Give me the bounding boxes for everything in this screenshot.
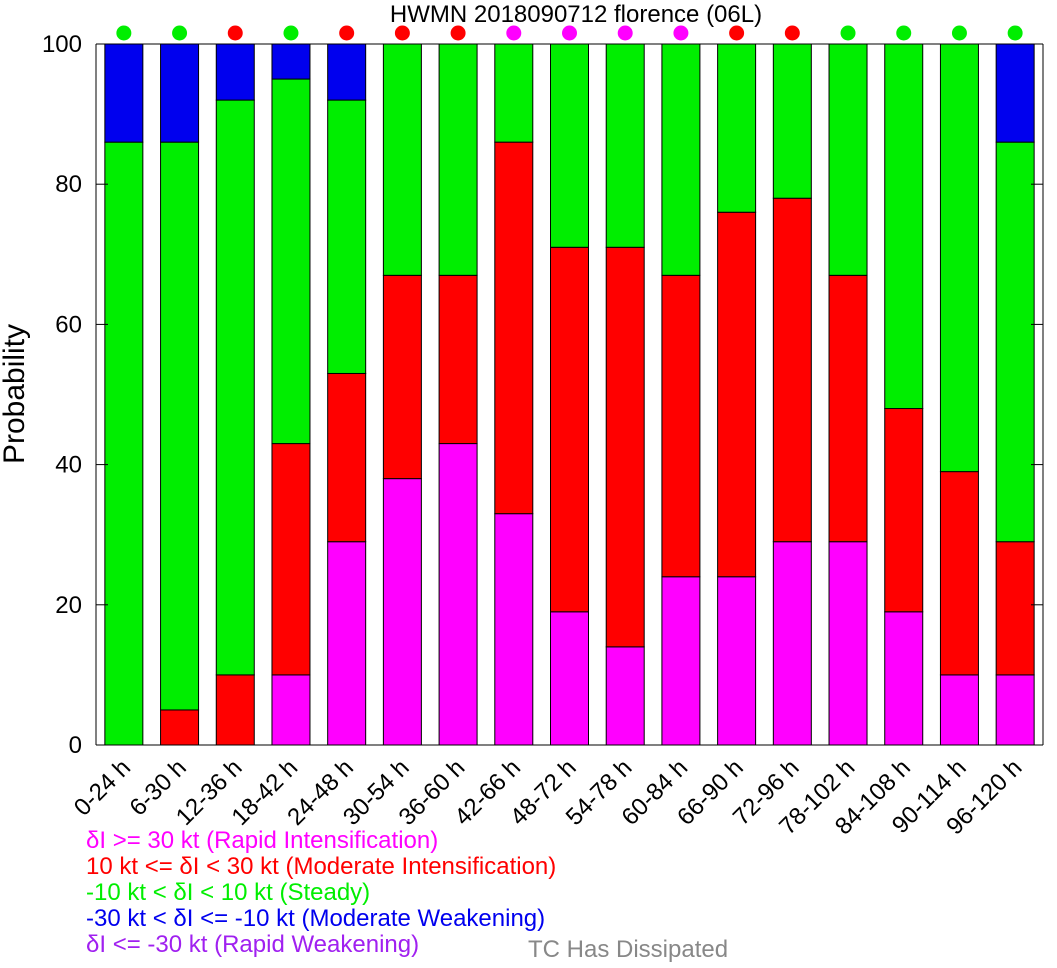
bar-segment-84-108h-s2 <box>884 43 924 410</box>
bar-segment-96-120h-s0 <box>995 674 1035 746</box>
bar-segment-90-114h-s1 <box>939 471 979 676</box>
y-tick-label: 40 <box>55 452 82 479</box>
bar-segment-90-114h-s0 <box>939 674 979 746</box>
legend-entry: -10 kt < δI < 10 kt (Steady) <box>86 879 371 906</box>
bar-segment-72-96h-s1 <box>772 197 812 543</box>
y-tick-label: 60 <box>55 311 82 338</box>
indicator-dot-6-30h <box>172 25 188 41</box>
bar-segment-36-60h-s2 <box>438 43 478 276</box>
bar-segment-84-108h-s0 <box>884 611 924 746</box>
bar-segment-48-72h-s2 <box>550 43 589 248</box>
bar-segment-12-36h-s1 <box>215 674 255 746</box>
y-axis-label: Probability <box>0 324 31 464</box>
bar-segment-90-114h-s2 <box>939 43 979 473</box>
indicator-dot-66-90h <box>729 25 745 41</box>
bar-segment-30-54h-s1 <box>382 274 422 480</box>
bar-segment-18-42h-s2 <box>271 78 311 445</box>
indicator-dot-72-96h <box>784 25 800 41</box>
bar-segment-72-96h-s0 <box>772 541 812 746</box>
bar-segment-48-72h-s0 <box>550 611 589 746</box>
legend-entry: δI >= 30 kt (Rapid Intensification) <box>86 827 439 854</box>
bar-segment-96-120h-s1 <box>995 541 1035 676</box>
y-tick-label: 80 <box>55 171 82 198</box>
bar-segment-36-60h-s1 <box>438 274 478 445</box>
dissipated-note: TC Has Dissipated <box>528 936 729 963</box>
indicator-dot-18-42h <box>283 25 299 41</box>
bar-segment-24-48h-s2 <box>327 99 367 374</box>
bar-segment-78-102h-s2 <box>828 43 868 276</box>
bar-segment-66-90h-s2 <box>717 43 757 213</box>
bar-segment-6-30h-s2 <box>160 141 200 711</box>
y-tick-label: 0 <box>69 732 82 759</box>
bar-segment-12-36h-s3 <box>215 43 255 101</box>
bar-segment-18-42h-s1 <box>271 443 311 676</box>
bar-segment-0-24h-s2 <box>104 141 144 746</box>
x-tick-label: 0-24 h <box>69 754 136 821</box>
bar-segment-24-48h-s0 <box>327 541 367 746</box>
bar-segment-48-72h-s1 <box>550 246 589 613</box>
indicator-dot-42-66h <box>506 25 522 41</box>
bar-segment-72-96h-s2 <box>772 43 812 199</box>
bar-segment-0-24h-s3 <box>104 43 144 143</box>
bar-segment-12-36h-s2 <box>215 99 255 676</box>
bar-segment-36-60h-s0 <box>438 443 478 746</box>
bars-layer <box>104 43 1035 746</box>
bar-segment-54-78h-s1 <box>605 246 645 648</box>
bar-segment-78-102h-s1 <box>828 274 868 543</box>
bar-segment-78-102h-s0 <box>828 541 868 746</box>
indicator-dot-12-36h <box>227 25 243 41</box>
y-tick-labels: 0 20 40 60 80 100 <box>42 31 82 759</box>
bar-segment-60-84h-s1 <box>661 274 701 578</box>
bar-segment-18-42h-s3 <box>271 43 311 80</box>
bar-segment-6-30h-s3 <box>160 43 200 143</box>
bar-segment-6-30h-s1 <box>160 709 200 746</box>
bar-segment-54-78h-s0 <box>605 646 645 746</box>
bar-segment-18-42h-s0 <box>271 674 311 746</box>
chart-title: HWMN 2018090712 florence (06L) <box>390 1 762 28</box>
indicator-dot-48-72h <box>562 25 577 41</box>
bar-segment-66-90h-s0 <box>717 576 757 746</box>
bar-segment-96-120h-s2 <box>995 141 1035 543</box>
bar-segment-66-90h-s1 <box>717 211 757 578</box>
legend-entry: δI <= -30 kt (Rapid Weakening) <box>86 931 420 958</box>
indicator-dot-24-48h <box>339 25 355 41</box>
bar-segment-42-66h-s0 <box>494 513 534 746</box>
bar-segment-60-84h-s2 <box>661 43 701 276</box>
bar-segment-24-48h-s3 <box>327 43 367 101</box>
indicator-dot-90-114h <box>951 25 967 41</box>
y-tick-label: 100 <box>42 31 82 58</box>
indicator-dot-54-78h <box>617 25 633 41</box>
bar-segment-60-84h-s0 <box>661 576 701 746</box>
indicator-dot-0-24h <box>116 25 132 41</box>
legend-entry: 10 kt <= δI < 30 kt (Moderate Intensific… <box>86 853 557 880</box>
legend-entry: -30 kt < δI <= -10 kt (Moderate Weakenin… <box>86 905 546 932</box>
y-tick-label: 20 <box>55 592 82 619</box>
bar-segment-30-54h-s0 <box>382 478 422 746</box>
indicator-dot-36-60h <box>450 25 466 41</box>
bar-segment-24-48h-s1 <box>327 372 367 543</box>
indicator-dot-60-84h <box>673 25 689 41</box>
indicator-dot-84-108h <box>896 25 912 41</box>
indicator-dot-96-120h <box>1007 25 1023 41</box>
bar-segment-84-108h-s1 <box>884 408 924 613</box>
indicator-dot-30-54h <box>394 25 410 41</box>
bar-segment-42-66h-s1 <box>494 141 534 515</box>
axes-layer <box>95 43 1044 746</box>
indicator-dot-78-102h <box>840 25 856 41</box>
indicator-dots-layer <box>116 25 1023 41</box>
bar-segment-30-54h-s2 <box>382 43 422 276</box>
bar-segment-54-78h-s2 <box>605 43 645 248</box>
bar-segment-42-66h-s2 <box>494 43 534 143</box>
bar-segment-96-120h-s3 <box>995 43 1035 143</box>
